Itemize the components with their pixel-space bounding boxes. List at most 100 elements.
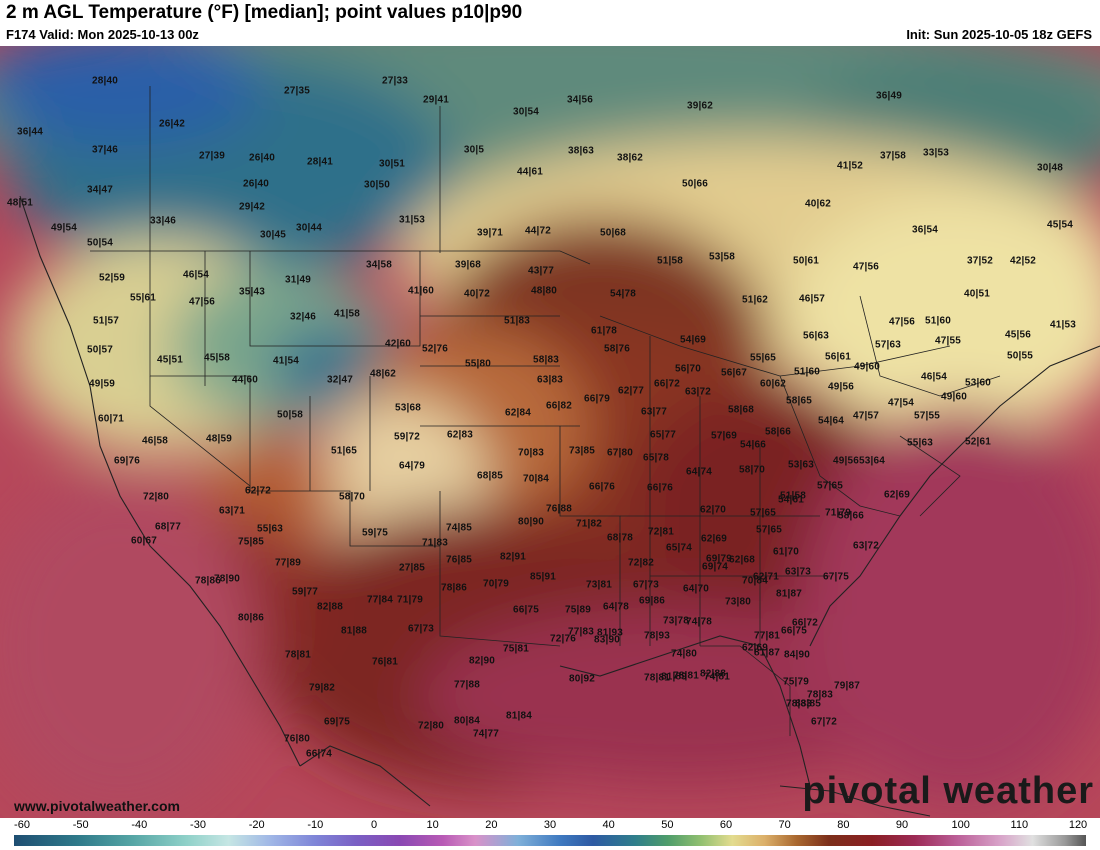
- point-value: 84|90: [783, 649, 811, 661]
- point-value: 78|90: [213, 573, 241, 585]
- point-value: 73|80: [724, 596, 752, 608]
- point-value: 67|75: [822, 571, 850, 583]
- point-value: 62|83: [446, 429, 474, 441]
- point-value: 39|62: [686, 100, 714, 112]
- point-value: 28|40: [91, 75, 119, 87]
- point-value: 82|88: [699, 668, 727, 680]
- point-value: 62|84: [504, 407, 532, 419]
- point-value: 72|80: [142, 491, 170, 503]
- point-value: 77|81: [753, 630, 781, 642]
- temperature-map[interactable]: 28|40 27|35 27|33 29|41 34|56 39|62 36|49 36|44…: [0, 46, 1100, 818]
- point-value: 26|42: [158, 118, 186, 130]
- point-value: 36|49: [875, 90, 903, 102]
- point-value: 82|88: [316, 601, 344, 613]
- point-value: 38|62: [616, 152, 644, 164]
- point-value: 47|54: [887, 397, 915, 409]
- point-value: 50|58: [276, 409, 304, 421]
- point-value: 81|87: [775, 588, 803, 600]
- colorbar-tick: 0: [370, 819, 378, 831]
- point-value: 26|40: [248, 152, 276, 164]
- point-value: 26|40: [242, 178, 270, 190]
- point-value: 32|47: [326, 374, 354, 386]
- point-value: 53|68: [394, 402, 422, 414]
- point-value: 62|70: [699, 504, 727, 516]
- colorbar-tick: -60: [14, 819, 30, 831]
- point-value: 54|69: [679, 334, 707, 346]
- point-value: 59|75: [361, 527, 389, 539]
- point-value: 48|51: [6, 197, 34, 209]
- point-values-layer: 28|40 27|35 27|33 29|41 34|56 39|62 36|49 36|44…: [0, 46, 1100, 818]
- colorbar-tick: 110: [1010, 819, 1029, 831]
- point-value: 70|84: [522, 473, 550, 485]
- colorbar-gradient: [14, 835, 1086, 846]
- valid-time: F174 Valid: Mon 2025-10-13 00z: [6, 27, 199, 42]
- colorbar-tick: 20: [485, 819, 498, 831]
- point-value: 41|58: [333, 308, 361, 320]
- point-value: 48|62: [369, 368, 397, 380]
- point-value: 30|5: [463, 144, 485, 156]
- point-value: 77|84: [366, 594, 394, 606]
- point-value: 72|82: [627, 557, 655, 569]
- point-value: 50|68: [599, 227, 627, 239]
- point-value: 68|77: [154, 521, 182, 533]
- point-value: 77|83: [567, 626, 595, 638]
- point-value: 72|80: [417, 720, 445, 732]
- point-value: 49|56: [827, 381, 855, 393]
- point-value: 65|77: [649, 429, 677, 441]
- point-value: 35|43: [238, 286, 266, 298]
- point-value: 73|78: [662, 615, 690, 627]
- point-value: 30|51: [378, 158, 406, 170]
- point-value: 57|63: [874, 339, 902, 351]
- point-value: 34|56: [566, 94, 594, 106]
- point-value: 57|65: [749, 507, 777, 519]
- point-value: 64|70: [682, 583, 710, 595]
- point-value: 58|68: [727, 404, 755, 416]
- point-value: 78|93: [643, 630, 671, 642]
- point-value: 73|81: [585, 579, 613, 591]
- point-value: 81|84: [505, 710, 533, 722]
- point-value: 66|79: [583, 393, 611, 405]
- point-value: 42|52: [1009, 255, 1037, 267]
- point-value: 51|60: [924, 315, 952, 327]
- colorbar-tick: 60: [719, 819, 733, 831]
- point-value: 53|63: [787, 459, 815, 471]
- point-value: 47|55: [934, 335, 962, 347]
- point-value: 59|77: [291, 586, 319, 598]
- point-value: 74|78: [685, 616, 713, 628]
- point-value: 49|54: [50, 222, 78, 234]
- point-value: 69|76: [113, 455, 141, 467]
- point-value: 41|53: [1049, 319, 1077, 331]
- point-value: 74|80: [670, 648, 698, 660]
- map-background: [0, 46, 1100, 818]
- point-value: 83|85: [794, 698, 822, 710]
- point-value: 70|83: [517, 447, 545, 459]
- point-value: 72|76: [549, 633, 577, 645]
- point-value: 73|85: [568, 445, 596, 457]
- point-value: 56|67: [720, 367, 748, 379]
- point-value: 71|79: [824, 507, 852, 519]
- point-value: 78|81: [643, 672, 671, 684]
- point-value: 71|83: [421, 537, 449, 549]
- point-value: 67|73: [632, 579, 660, 591]
- point-value: 49|56: [832, 455, 860, 467]
- point-value: 81|93: [596, 627, 624, 639]
- point-value: 45|54: [1046, 219, 1074, 231]
- point-value: 30|48: [1036, 162, 1064, 174]
- point-value: 76|88: [545, 503, 573, 515]
- point-value: 54|61: [777, 494, 805, 506]
- point-value: 58|66: [764, 426, 792, 438]
- point-value: 51|65: [330, 445, 358, 457]
- point-value: 30|45: [259, 229, 287, 241]
- point-value: 42|60: [384, 338, 412, 350]
- point-value: 66|75: [780, 625, 808, 637]
- point-value: 51|60: [793, 366, 821, 378]
- point-value: 78|86: [194, 575, 222, 587]
- point-value: 32|46: [289, 311, 317, 323]
- point-value: 28|41: [306, 156, 334, 168]
- point-value: 78|86: [440, 582, 468, 594]
- point-value: 76|80: [283, 733, 311, 745]
- point-value: 70|79: [482, 578, 510, 590]
- point-value: 65|74: [665, 542, 693, 554]
- point-value: 56|70: [674, 363, 702, 375]
- colorbar-tick: 100: [951, 819, 970, 831]
